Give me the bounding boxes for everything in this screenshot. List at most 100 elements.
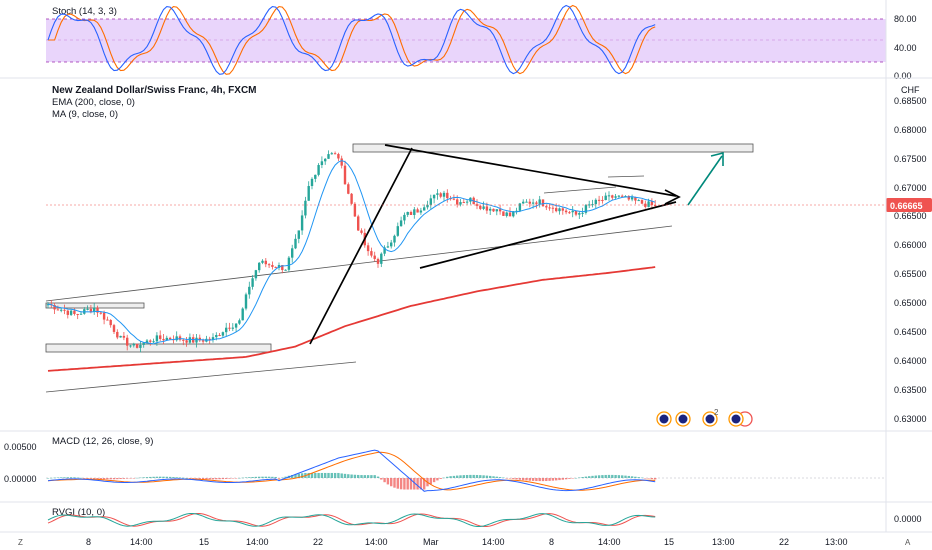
candle-body — [522, 201, 525, 204]
candle-body — [614, 196, 617, 198]
macd-histogram-bar — [66, 477, 69, 478]
projection-arrow-line[interactable] — [687, 155, 723, 206]
macd-title[interactable]: MACD (12, 26, close, 9) — [52, 436, 153, 447]
event-flag-inner-icon — [731, 414, 741, 424]
rally-trendline[interactable] — [309, 147, 413, 345]
triangle-apex-arrow-icon[interactable] — [664, 189, 681, 205]
macd-histogram-bar — [512, 478, 515, 479]
macd-histogram-bar — [300, 473, 304, 478]
macd-histogram-bar — [238, 477, 241, 479]
macd-histogram-bar — [310, 472, 314, 478]
macd-pane: MACD (12, 26, close, 9) 0.00500 0.00000 — [4, 436, 886, 492]
candle-body — [46, 304, 50, 306]
triangle-lower-trendline[interactable] — [419, 201, 677, 269]
time-label: 22 — [779, 537, 789, 547]
macd-histogram-bar — [330, 472, 333, 478]
candle-body — [211, 337, 215, 340]
macd-histogram-bar — [485, 475, 489, 478]
zoom-button[interactable]: Z — [18, 538, 23, 547]
macd-histogram-bar — [53, 477, 56, 479]
candle-body — [264, 260, 267, 265]
candle-body — [251, 278, 254, 287]
price-tick-4: 0.66500 — [894, 211, 927, 221]
macd-histogram-bar — [106, 478, 109, 480]
price-tick-3: 0.67000 — [894, 183, 927, 193]
candle-body — [324, 158, 327, 162]
macd-histogram-bar — [522, 478, 525, 481]
candle-body — [119, 335, 122, 338]
macd-histogram-bar — [403, 478, 406, 490]
candle-body — [300, 215, 304, 231]
macd-histogram-bar — [63, 477, 66, 478]
auto-scale-button[interactable]: A — [905, 538, 911, 547]
event-badges[interactable]: 2 — [656, 408, 753, 427]
macd-histogram-bar — [258, 476, 261, 478]
channel-lower-line[interactable] — [45, 361, 357, 393]
macd-histogram-bar — [46, 478, 50, 479]
time-axis[interactable]: 8 14:00 15 14:00 22 14:00 Mar 14:00 8 14… — [86, 537, 848, 547]
candle-body — [307, 186, 310, 201]
macd-histogram-bar — [360, 475, 363, 478]
candle-body — [195, 337, 198, 343]
candle-body — [208, 338, 211, 340]
macd-histogram-bar — [574, 477, 578, 479]
macd-histogram-bar — [294, 474, 297, 478]
candle-body — [591, 204, 594, 206]
candle-body — [531, 202, 535, 204]
macd-histogram-bar — [211, 478, 215, 480]
macd-histogram-bar — [215, 478, 218, 480]
candle-body — [502, 211, 505, 216]
candle-body — [419, 210, 423, 213]
macd-histogram-bar — [591, 475, 594, 478]
resistance-zone[interactable] — [352, 143, 754, 153]
macd-histogram-bar — [126, 478, 129, 479]
currency-label: CHF — [901, 85, 920, 95]
price-tick-10: 0.63500 — [894, 385, 927, 395]
macd-histogram-bar — [271, 476, 274, 478]
macd-histogram-bar — [393, 478, 396, 488]
candle-body — [357, 216, 360, 231]
rvgi-title[interactable]: RVGI (10, 0) — [52, 507, 105, 518]
channel-upper-line[interactable] — [45, 225, 673, 302]
macd-histogram-bar — [139, 477, 142, 479]
macd-histogram-bar — [423, 478, 426, 490]
candle-body — [225, 327, 228, 333]
candle-body — [168, 337, 172, 340]
macd-histogram-bar — [409, 478, 413, 490]
candle-body — [271, 264, 274, 267]
candle-body — [604, 195, 607, 201]
support-zone[interactable] — [45, 343, 272, 353]
macd-histogram-bar — [413, 478, 416, 490]
time-label: 14:00 — [482, 537, 505, 547]
rvgi-tick-0: 0.0000 — [894, 514, 922, 524]
candle-body — [390, 242, 393, 247]
candle-body — [644, 203, 647, 207]
triangle-upper-trendline[interactable] — [384, 144, 677, 197]
macd-histogram-bar — [452, 475, 456, 478]
candle-body — [518, 203, 522, 211]
macd-histogram-bar — [637, 477, 640, 478]
stoch-title[interactable]: Stoch (14, 3, 3) — [52, 6, 117, 17]
macd-histogram-bar — [350, 474, 353, 478]
time-label: 15 — [199, 537, 209, 547]
inner-top-line[interactable] — [607, 175, 645, 178]
candle-body — [347, 184, 350, 194]
macd-histogram-bar — [135, 477, 139, 479]
candle-body — [142, 342, 145, 345]
candle-body — [317, 165, 320, 175]
ema-legend[interactable]: EMA (200, close, 0) — [52, 97, 135, 108]
inner-upper-line[interactable] — [543, 186, 617, 194]
symbol-title[interactable]: New Zealand Dollar/Swiss Franc, 4h, FXCM — [52, 85, 257, 96]
candle-body — [489, 208, 492, 211]
macd-histogram-bar — [221, 478, 225, 480]
ma-legend[interactable]: MA (9, close, 0) — [52, 109, 118, 120]
macd-histogram-bar — [102, 478, 106, 480]
macd-histogram-bar — [399, 478, 403, 490]
candle-body — [545, 206, 548, 208]
macd-histogram-bar — [449, 476, 452, 478]
macd-histogram-bar — [129, 478, 132, 479]
candle-body — [611, 195, 614, 198]
time-label: 14:00 — [246, 537, 269, 547]
projection-arrowhead-icon[interactable] — [710, 151, 724, 166]
